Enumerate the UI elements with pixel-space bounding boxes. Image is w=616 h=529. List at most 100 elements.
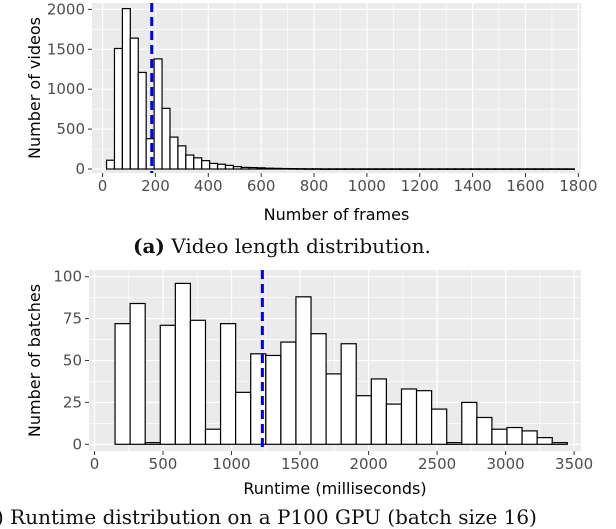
caption-a-label: (a) [133, 234, 165, 258]
histogram-bar [224, 164, 235, 170]
histogram-bar [400, 388, 418, 445]
histogram-bar [551, 442, 568, 445]
histogram-bar [470, 168, 480, 170]
histogram-bar [415, 168, 425, 170]
x-tick-label: 0 [90, 455, 100, 473]
histogram-bar [550, 168, 560, 170]
histogram-bar [296, 168, 306, 170]
histogram-bar [494, 168, 504, 170]
x-tick-label: 1200 [401, 177, 439, 195]
histogram-bar [280, 341, 297, 445]
x-tick-label: 1800 [559, 177, 597, 195]
histogram-bar [438, 168, 449, 170]
x-tick-label: 800 [300, 177, 329, 195]
x-tick-label: 600 [247, 177, 276, 195]
histogram-bar [201, 160, 211, 170]
histogram-bar [320, 168, 330, 170]
histogram-bar [121, 7, 131, 170]
histogram-bar [325, 373, 342, 445]
histogram-bar [446, 442, 463, 445]
histogram-bar [534, 168, 544, 170]
y-axis-title: Number of batches [25, 284, 44, 437]
x-tick-label: 0 [98, 177, 108, 195]
histogram-bar [129, 302, 146, 445]
y-tick-label: 1500 [47, 40, 85, 58]
histogram-bar [310, 333, 327, 445]
histogram-bar [216, 163, 227, 170]
x-tick-label: 2000 [349, 455, 387, 473]
histogram-bar [446, 168, 457, 170]
histogram-bar [335, 168, 346, 170]
x-tick-label: 1600 [506, 177, 544, 195]
histogram-bar [209, 162, 219, 170]
histogram-bar [526, 168, 536, 170]
histogram-bar [114, 323, 131, 445]
histogram-bar [144, 442, 161, 445]
histogram-bar [304, 168, 314, 170]
histogram-bar [359, 168, 369, 170]
histogram-bar [256, 167, 266, 170]
histogram-bar [272, 167, 282, 170]
y-tick-label: 0 [72, 435, 82, 453]
x-tick-label: 2500 [418, 455, 456, 473]
histogram-bar [536, 436, 553, 445]
x-tick-label: 1500 [281, 455, 319, 473]
x-axis-title: Runtime (milliseconds) [243, 479, 426, 498]
histogram-bar [248, 166, 258, 170]
histogram-bar [506, 426, 523, 445]
histogram-bar [235, 391, 252, 445]
histogram-bar [161, 107, 171, 170]
histogram-bar [159, 324, 176, 445]
x-tick-label: 1000 [212, 455, 250, 473]
caption-a: (a) Video length distribution. [133, 234, 431, 258]
histogram-bar [454, 168, 464, 170]
histogram-bar [391, 168, 401, 170]
caption-b-text: ) Runtime distribution on a P100 GPU (ba… [0, 505, 537, 529]
histogram-bar [370, 378, 387, 445]
histogram-bar [280, 167, 290, 170]
histogram-bar [351, 168, 361, 170]
histogram-bar [129, 37, 139, 170]
y-tick-label: 100 [53, 268, 82, 286]
x-tick-label: 3500 [555, 455, 593, 473]
y-tick-label: 500 [56, 120, 85, 138]
histogram-bar [189, 319, 207, 445]
histogram-bar [169, 136, 179, 170]
y-tick-label: 0 [75, 160, 85, 178]
histogram-bar [137, 71, 147, 170]
histogram-bar [153, 58, 163, 170]
histogram-bar [185, 154, 195, 170]
y-tick-label: 2000 [47, 0, 85, 18]
histogram-bar [174, 282, 192, 445]
histogram-bar [327, 168, 338, 170]
histogram-bar [177, 145, 187, 170]
y-axis-title: Number of videos [25, 17, 44, 159]
histogram-bar [431, 168, 441, 170]
histogram-bar [565, 168, 575, 170]
histogram-bar [478, 168, 488, 170]
histogram-bar [399, 168, 409, 170]
x-tick-label: 500 [149, 455, 178, 473]
histogram-bar [288, 168, 298, 170]
histogram-bar [491, 428, 508, 445]
histogram-bar [431, 408, 448, 445]
histogram-bar [423, 168, 433, 170]
y-tick-label: 1000 [47, 80, 85, 98]
histogram-bar [415, 390, 433, 445]
histogram-bar [383, 168, 393, 170]
histogram-bar [340, 343, 357, 445]
histogram-bar [355, 395, 372, 445]
y-tick-label: 75 [63, 310, 82, 328]
histogram-bar [232, 166, 242, 170]
histogram-bar [375, 168, 385, 170]
histogram-bar [105, 159, 116, 170]
histogram-video-length: 0 200 400 600 800 1000 1200 1400 1600 1800 0 500 100… [25, 0, 597, 224]
histogram-bar [542, 168, 552, 170]
x-tick-label: 200 [141, 177, 170, 195]
histogram-bar [367, 168, 377, 170]
histogram-bar [521, 430, 538, 445]
histogram-bar [502, 168, 512, 170]
histogram-bar [461, 401, 478, 445]
caption-b: ) Runtime distribution on a P100 GPU (ba… [0, 505, 537, 529]
